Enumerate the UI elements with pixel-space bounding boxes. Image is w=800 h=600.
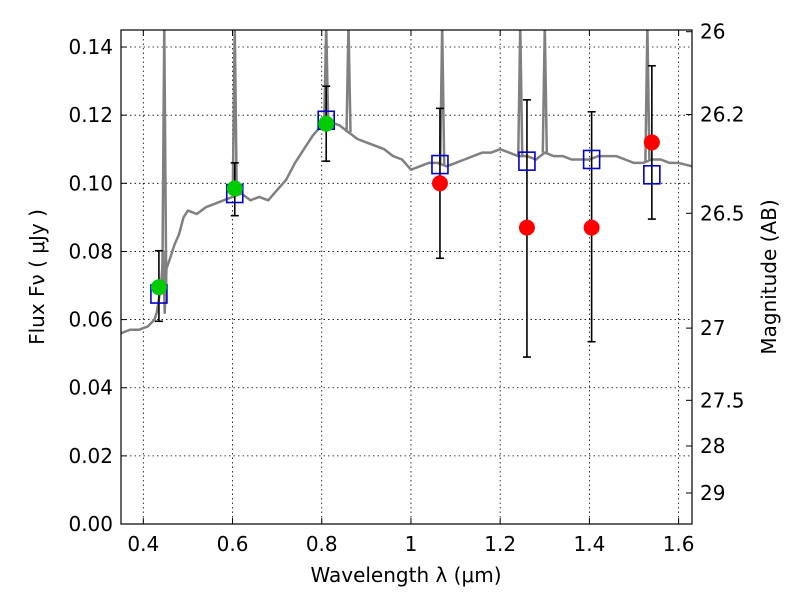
x-tick-label: 0.4	[127, 532, 159, 556]
y2-tick-label: 26	[700, 20, 725, 44]
data-markers	[150, 110, 661, 304]
grid	[121, 30, 692, 525]
x-tick-label: 1.6	[663, 532, 695, 556]
y-tick-label: 0.10	[68, 171, 113, 195]
y-axis-label: Flux Fν ( μJy )	[25, 209, 49, 345]
y-tick-label: 0.00	[68, 512, 113, 536]
circle-marker	[643, 134, 660, 151]
square-marker	[518, 151, 536, 171]
square-marker	[582, 149, 601, 170]
plot-frame	[120, 29, 693, 525]
model-spectrum	[121, 30, 692, 335]
axis-ticks	[121, 30, 692, 525]
circle-marker	[150, 279, 167, 296]
y2-tick-label: 26.5	[700, 201, 745, 225]
circle-marker	[226, 180, 243, 197]
x-tick-label: 1.2	[484, 532, 516, 556]
emission-line	[541, 30, 549, 153]
square-marker	[643, 164, 661, 185]
y2-tick-label: 28	[700, 434, 725, 458]
emission-line	[438, 30, 446, 165]
error-bars	[154, 64, 656, 358]
emission-line	[345, 30, 352, 133]
emission-line	[322, 30, 330, 124]
x-tick-label: 1	[405, 532, 418, 556]
square-marker	[431, 154, 449, 175]
y-tick-label: 0.12	[68, 103, 113, 127]
spectrum-line	[121, 120, 692, 335]
y2-tick-label: 26.2	[700, 102, 745, 126]
y2-axis-label: Magnitude (AB)	[757, 199, 781, 354]
emission-line	[231, 30, 239, 197]
x-tick-label: 1.4	[573, 532, 605, 556]
circle-marker	[318, 115, 335, 132]
circle-marker	[431, 175, 448, 192]
circle-marker	[583, 219, 600, 236]
y2-tick-label: 27.5	[700, 388, 745, 412]
y2-tick-label: 27	[700, 316, 725, 340]
y-tick-label: 0.04	[68, 376, 113, 400]
y2-tick-label: 29	[700, 481, 725, 505]
x-tick-label: 0.6	[217, 532, 249, 556]
emission-line	[644, 30, 651, 162]
y-tick-label: 0.14	[68, 35, 113, 59]
x-axis-label: Wavelength λ (μm)	[310, 563, 501, 587]
y-tick-label: 0.06	[68, 308, 113, 332]
y-tick-label: 0.08	[68, 239, 113, 263]
emission-line	[517, 30, 524, 157]
emission-line	[161, 30, 168, 293]
tick-labels: 0.4 0.6 0.8 1 1.2 1.4 1.6 0.00 0.02 0.04 0.06 0.08 0…	[68, 20, 744, 556]
circle-marker	[518, 219, 535, 236]
x-tick-label: 0.8	[306, 532, 338, 556]
y-tick-label: 0.02	[68, 444, 113, 468]
